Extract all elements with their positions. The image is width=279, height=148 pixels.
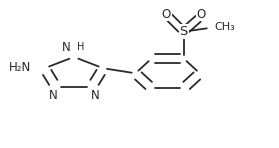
Text: O: O <box>196 8 206 21</box>
Text: H₂N: H₂N <box>9 61 31 74</box>
Text: CH₃: CH₃ <box>215 22 235 32</box>
Text: N: N <box>49 89 57 102</box>
Text: H: H <box>77 42 84 52</box>
Text: S: S <box>179 25 188 38</box>
Text: N: N <box>62 41 71 54</box>
Text: N: N <box>90 89 99 102</box>
Text: O: O <box>162 8 171 21</box>
